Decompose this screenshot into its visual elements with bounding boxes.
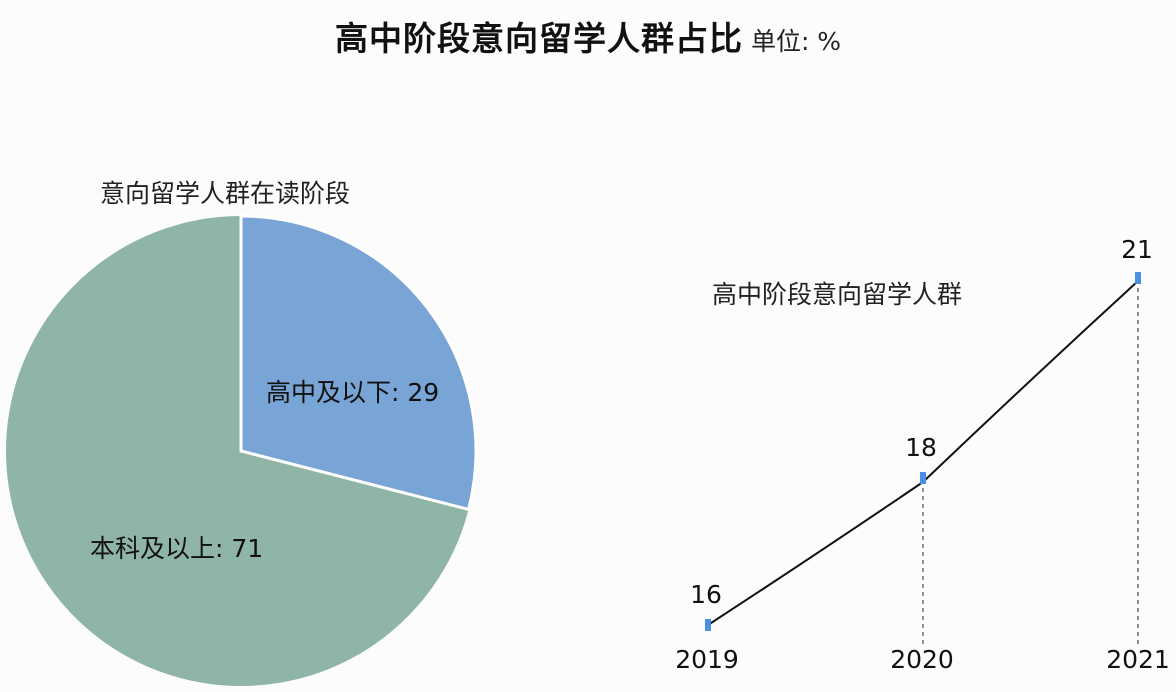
value-label-2019: 16 xyxy=(690,580,722,609)
data-marker-2019 xyxy=(705,619,711,631)
x-tick-2021: 2021 xyxy=(1106,645,1170,674)
line-chart-title: 高中阶段意向留学人群 xyxy=(712,280,963,309)
line-chart: 16 18 21 2019 2020 2021 xyxy=(675,235,1170,674)
page-title: 高中阶段意向留学人群占比 xyxy=(334,19,743,58)
chart-header: 高中阶段意向留学人群占比 单位: % xyxy=(0,12,1176,60)
x-tick-2020: 2020 xyxy=(890,645,954,674)
pie-label-highschool-below: 高中及以下: 29 xyxy=(266,378,439,407)
pie-chart: 高中及以下: 29 本科及以上: 71 xyxy=(5,214,478,686)
data-marker-2021 xyxy=(1135,272,1141,284)
pie-label-bachelor-plus: 本科及以上: 71 xyxy=(90,534,263,563)
value-label-2021: 21 xyxy=(1121,235,1153,264)
pie-slice-highschool-below xyxy=(239,214,478,512)
unit-label: 单位: % xyxy=(750,27,842,56)
pie-chart-title: 意向留学人群在读阶段 xyxy=(100,179,351,208)
data-marker-2020 xyxy=(920,472,926,484)
pie-slice-bachelor-plus xyxy=(5,216,469,686)
x-tick-2019: 2019 xyxy=(675,645,739,674)
value-label-2020: 18 xyxy=(905,433,937,462)
